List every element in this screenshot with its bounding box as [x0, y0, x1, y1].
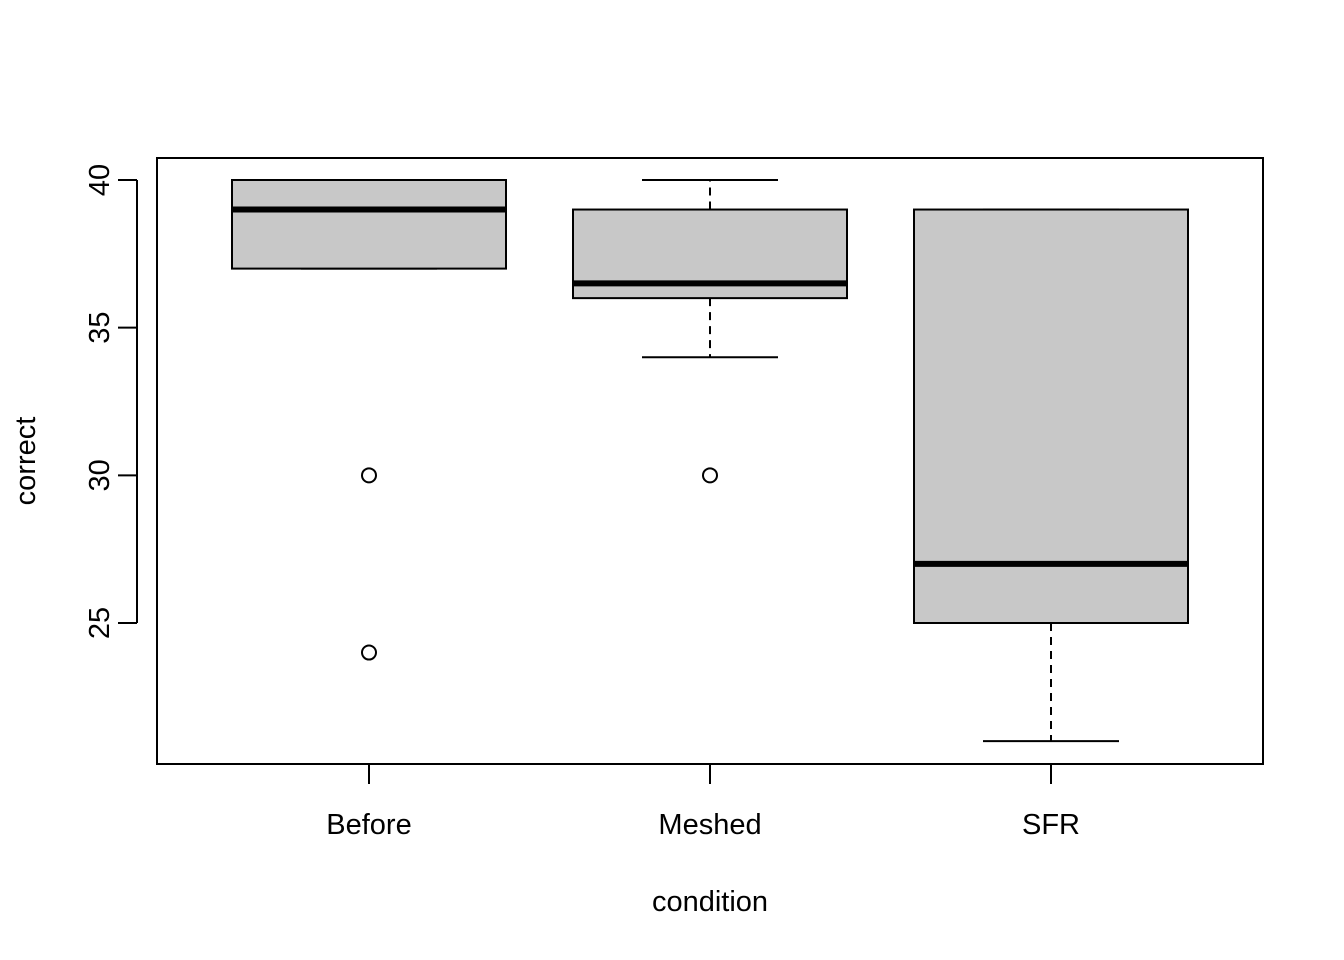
x-axis-label: condition [652, 886, 768, 918]
y-axis: 25 30 35 40 [84, 164, 138, 639]
y-tick-label-25: 25 [84, 607, 116, 639]
outlier-before-1 [361, 644, 377, 661]
x-tick-label-before: Before [326, 809, 411, 841]
y-tick-label-35: 35 [84, 312, 116, 344]
y-tick-label-40: 40 [84, 164, 116, 196]
y-axis-label: correct [10, 417, 42, 506]
outlier-meshed-0 [702, 467, 718, 484]
x-axis: Before Meshed SFR [326, 763, 1080, 841]
x-tick-label-sfr: SFR [1022, 809, 1080, 841]
outlier-before-0 [361, 467, 377, 484]
iqr-box-before [231, 179, 507, 270]
iqr-box-sfr [913, 208, 1189, 625]
box-sfr [913, 208, 1189, 743]
y-tick-label-30: 30 [84, 459, 116, 491]
x-tick-label-meshed: Meshed [658, 809, 761, 841]
boxes-layer [231, 179, 1189, 743]
box-meshed [572, 179, 848, 484]
box-before [231, 179, 507, 661]
